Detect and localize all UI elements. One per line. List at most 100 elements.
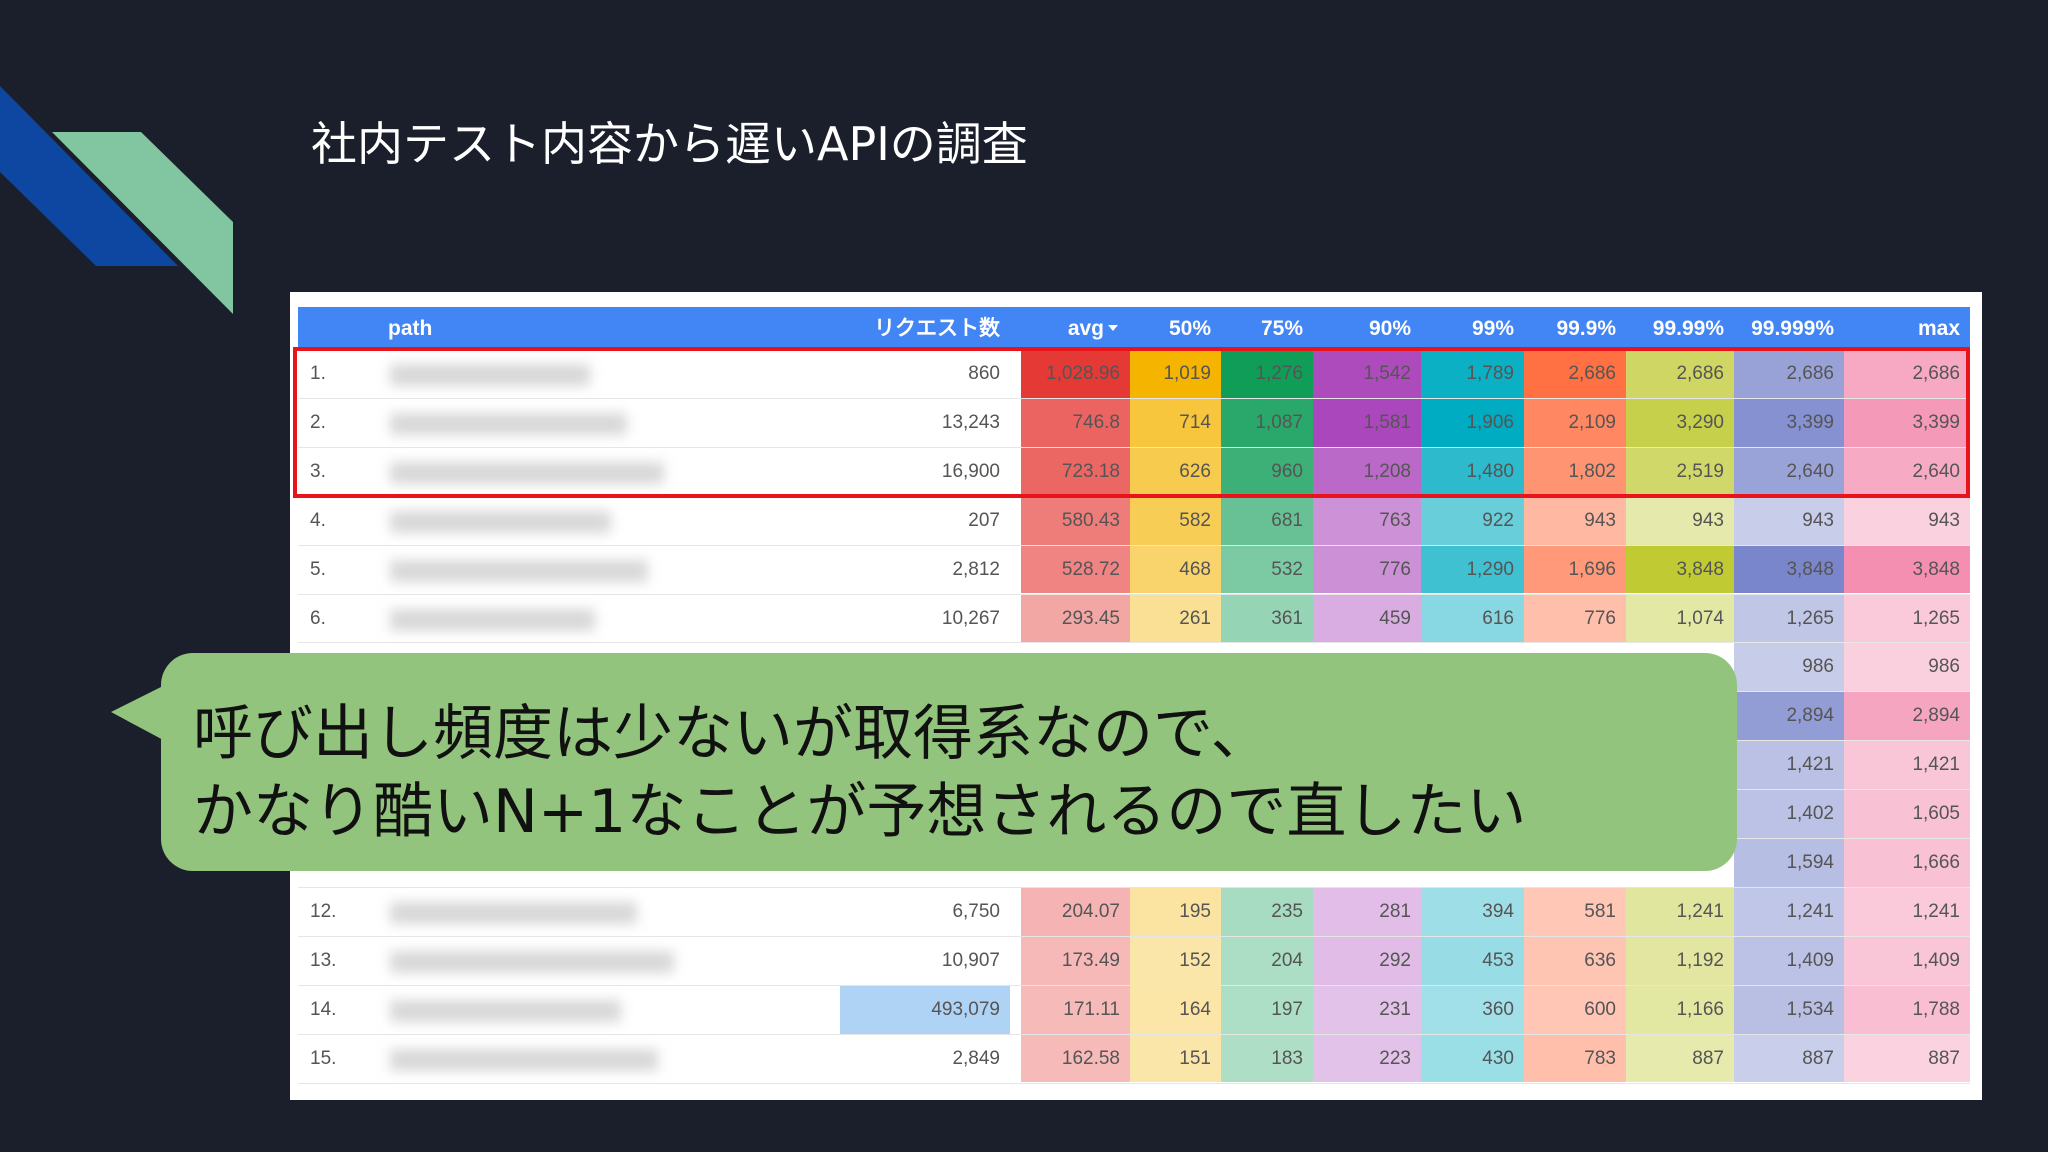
table-cell: 1,789 xyxy=(1421,350,1524,398)
table-cell: 2,812 xyxy=(952,558,1000,580)
callout-line: 呼び出し頻度は少ないが取得系なので、 xyxy=(193,699,1271,769)
table-cell: 173.49 xyxy=(1021,936,1130,985)
row-index: 15. xyxy=(310,1047,337,1069)
table-cell: 13,243 xyxy=(941,411,1000,433)
table-cell: 1,087 xyxy=(1221,398,1313,447)
table-cell: 581 xyxy=(1524,887,1626,936)
table-cell: 714 xyxy=(1130,398,1221,447)
row-divider xyxy=(298,593,1970,595)
row-index: 6. xyxy=(310,607,326,629)
table-cell: 164 xyxy=(1130,985,1221,1034)
table-cell: 1,166 xyxy=(1626,985,1734,1034)
table-cell: 582 xyxy=(1130,496,1221,545)
table-cell: 2,894 xyxy=(1734,692,1844,741)
table-cell: 1,019 xyxy=(1130,350,1221,398)
table-cell: 580.43 xyxy=(1021,496,1130,545)
path-redacted xyxy=(390,1048,658,1071)
decoration xyxy=(0,86,233,314)
table-cell: 1,421 xyxy=(1734,741,1844,790)
header-cell: 99% xyxy=(1471,317,1514,340)
header-cell: 75% xyxy=(1260,317,1303,340)
table-cell: 195 xyxy=(1130,887,1221,936)
table-cell: 1,265 xyxy=(1844,594,1970,643)
table-cell: 1,241 xyxy=(1734,887,1844,936)
table-cell: 394 xyxy=(1421,887,1524,936)
table-cell: 1,241 xyxy=(1844,887,1970,936)
row-divider xyxy=(298,446,1970,448)
table-cell: 1,074 xyxy=(1626,594,1734,643)
table-cell: 430 xyxy=(1421,1034,1524,1083)
table-cell: 3,399 xyxy=(1844,398,1970,447)
table-cell: 1,605 xyxy=(1844,790,1970,838)
path-redacted xyxy=(390,901,637,924)
path-redacted xyxy=(390,950,674,973)
table-cell: 922 xyxy=(1421,496,1524,545)
highlight-box xyxy=(293,347,1970,498)
table-cell: 681 xyxy=(1221,496,1313,545)
path-redacted xyxy=(390,364,590,386)
table-cell: 361 xyxy=(1221,594,1313,643)
table-cell: 183 xyxy=(1221,1034,1313,1083)
row-index: 1. xyxy=(310,363,326,384)
row-divider xyxy=(298,642,1970,644)
header-cell: 99.9% xyxy=(1556,317,1616,340)
table-cell: 1,906 xyxy=(1421,398,1524,447)
table-cell: 1,542 xyxy=(1313,350,1421,398)
row-index: 12. xyxy=(310,900,337,922)
table-cell: 453 xyxy=(1421,936,1524,985)
table-cell: 723.18 xyxy=(1021,447,1130,496)
table-cell: 960 xyxy=(1221,447,1313,496)
table-cell: 1,480 xyxy=(1421,447,1524,496)
path-redacted xyxy=(390,608,595,631)
row-divider xyxy=(298,935,1970,937)
row-index: 4. xyxy=(310,509,326,531)
table-cell: 2,686 xyxy=(1734,350,1844,398)
row-index: 5. xyxy=(310,558,326,580)
row-index: 3. xyxy=(310,460,326,482)
table-cell: 207 xyxy=(968,509,1000,531)
table-cell: 2,519 xyxy=(1626,447,1734,496)
table-cell: 1,788 xyxy=(1844,985,1970,1034)
table-cell: 887 xyxy=(1734,1034,1844,1083)
table-cell: 1,534 xyxy=(1734,985,1844,1034)
table-cell: 2,686 xyxy=(1844,350,1970,398)
table-cell: 2,686 xyxy=(1524,350,1626,398)
table-cell: 986 xyxy=(1844,643,1970,692)
table-cell: 204.07 xyxy=(1021,887,1130,936)
row-divider xyxy=(298,1082,1970,1084)
table-cell: 360 xyxy=(1421,985,1524,1034)
table-cell: 943 xyxy=(1844,496,1970,545)
table-cell: 3,399 xyxy=(1734,398,1844,447)
green-stripe xyxy=(52,132,233,314)
header-cell: リクエスト数 xyxy=(874,317,1000,340)
table-cell: 1,241 xyxy=(1626,887,1734,936)
table-cell: 493,079 xyxy=(840,985,1010,1034)
row-index: 2. xyxy=(310,411,326,433)
table-cell: 1,290 xyxy=(1421,545,1524,594)
table-cell: 636 xyxy=(1524,936,1626,985)
header-cell: 90% xyxy=(1368,317,1411,340)
table-cell: 3,848 xyxy=(1626,545,1734,594)
row-divider xyxy=(298,544,1970,546)
table-cell: 223 xyxy=(1313,1034,1421,1083)
table-cell: 626 xyxy=(1130,447,1221,496)
table-cell: 2,640 xyxy=(1844,447,1970,496)
table-cell: 1,276 xyxy=(1221,350,1313,398)
table-cell: 1,192 xyxy=(1626,936,1734,985)
header-cell: 99.999% xyxy=(1751,317,1834,340)
table-cell: 1,581 xyxy=(1313,398,1421,447)
table-cell: 10,907 xyxy=(941,949,1000,971)
table-cell: 528.72 xyxy=(1021,545,1130,594)
row-divider xyxy=(298,886,1970,888)
table-cell: 3,290 xyxy=(1626,398,1734,447)
header-cell: 50% xyxy=(1168,317,1211,340)
slide-title: 社内テスト内容から遅いAPIの調査 xyxy=(311,117,1028,171)
table-cell: 10,267 xyxy=(941,607,1000,629)
table-cell: 600 xyxy=(1524,985,1626,1034)
path-redacted xyxy=(390,510,611,533)
header-cell: avg xyxy=(1067,317,1104,340)
table-cell: 1,265 xyxy=(1734,594,1844,643)
path-redacted xyxy=(390,461,664,484)
table-cell: 459 xyxy=(1313,594,1421,643)
